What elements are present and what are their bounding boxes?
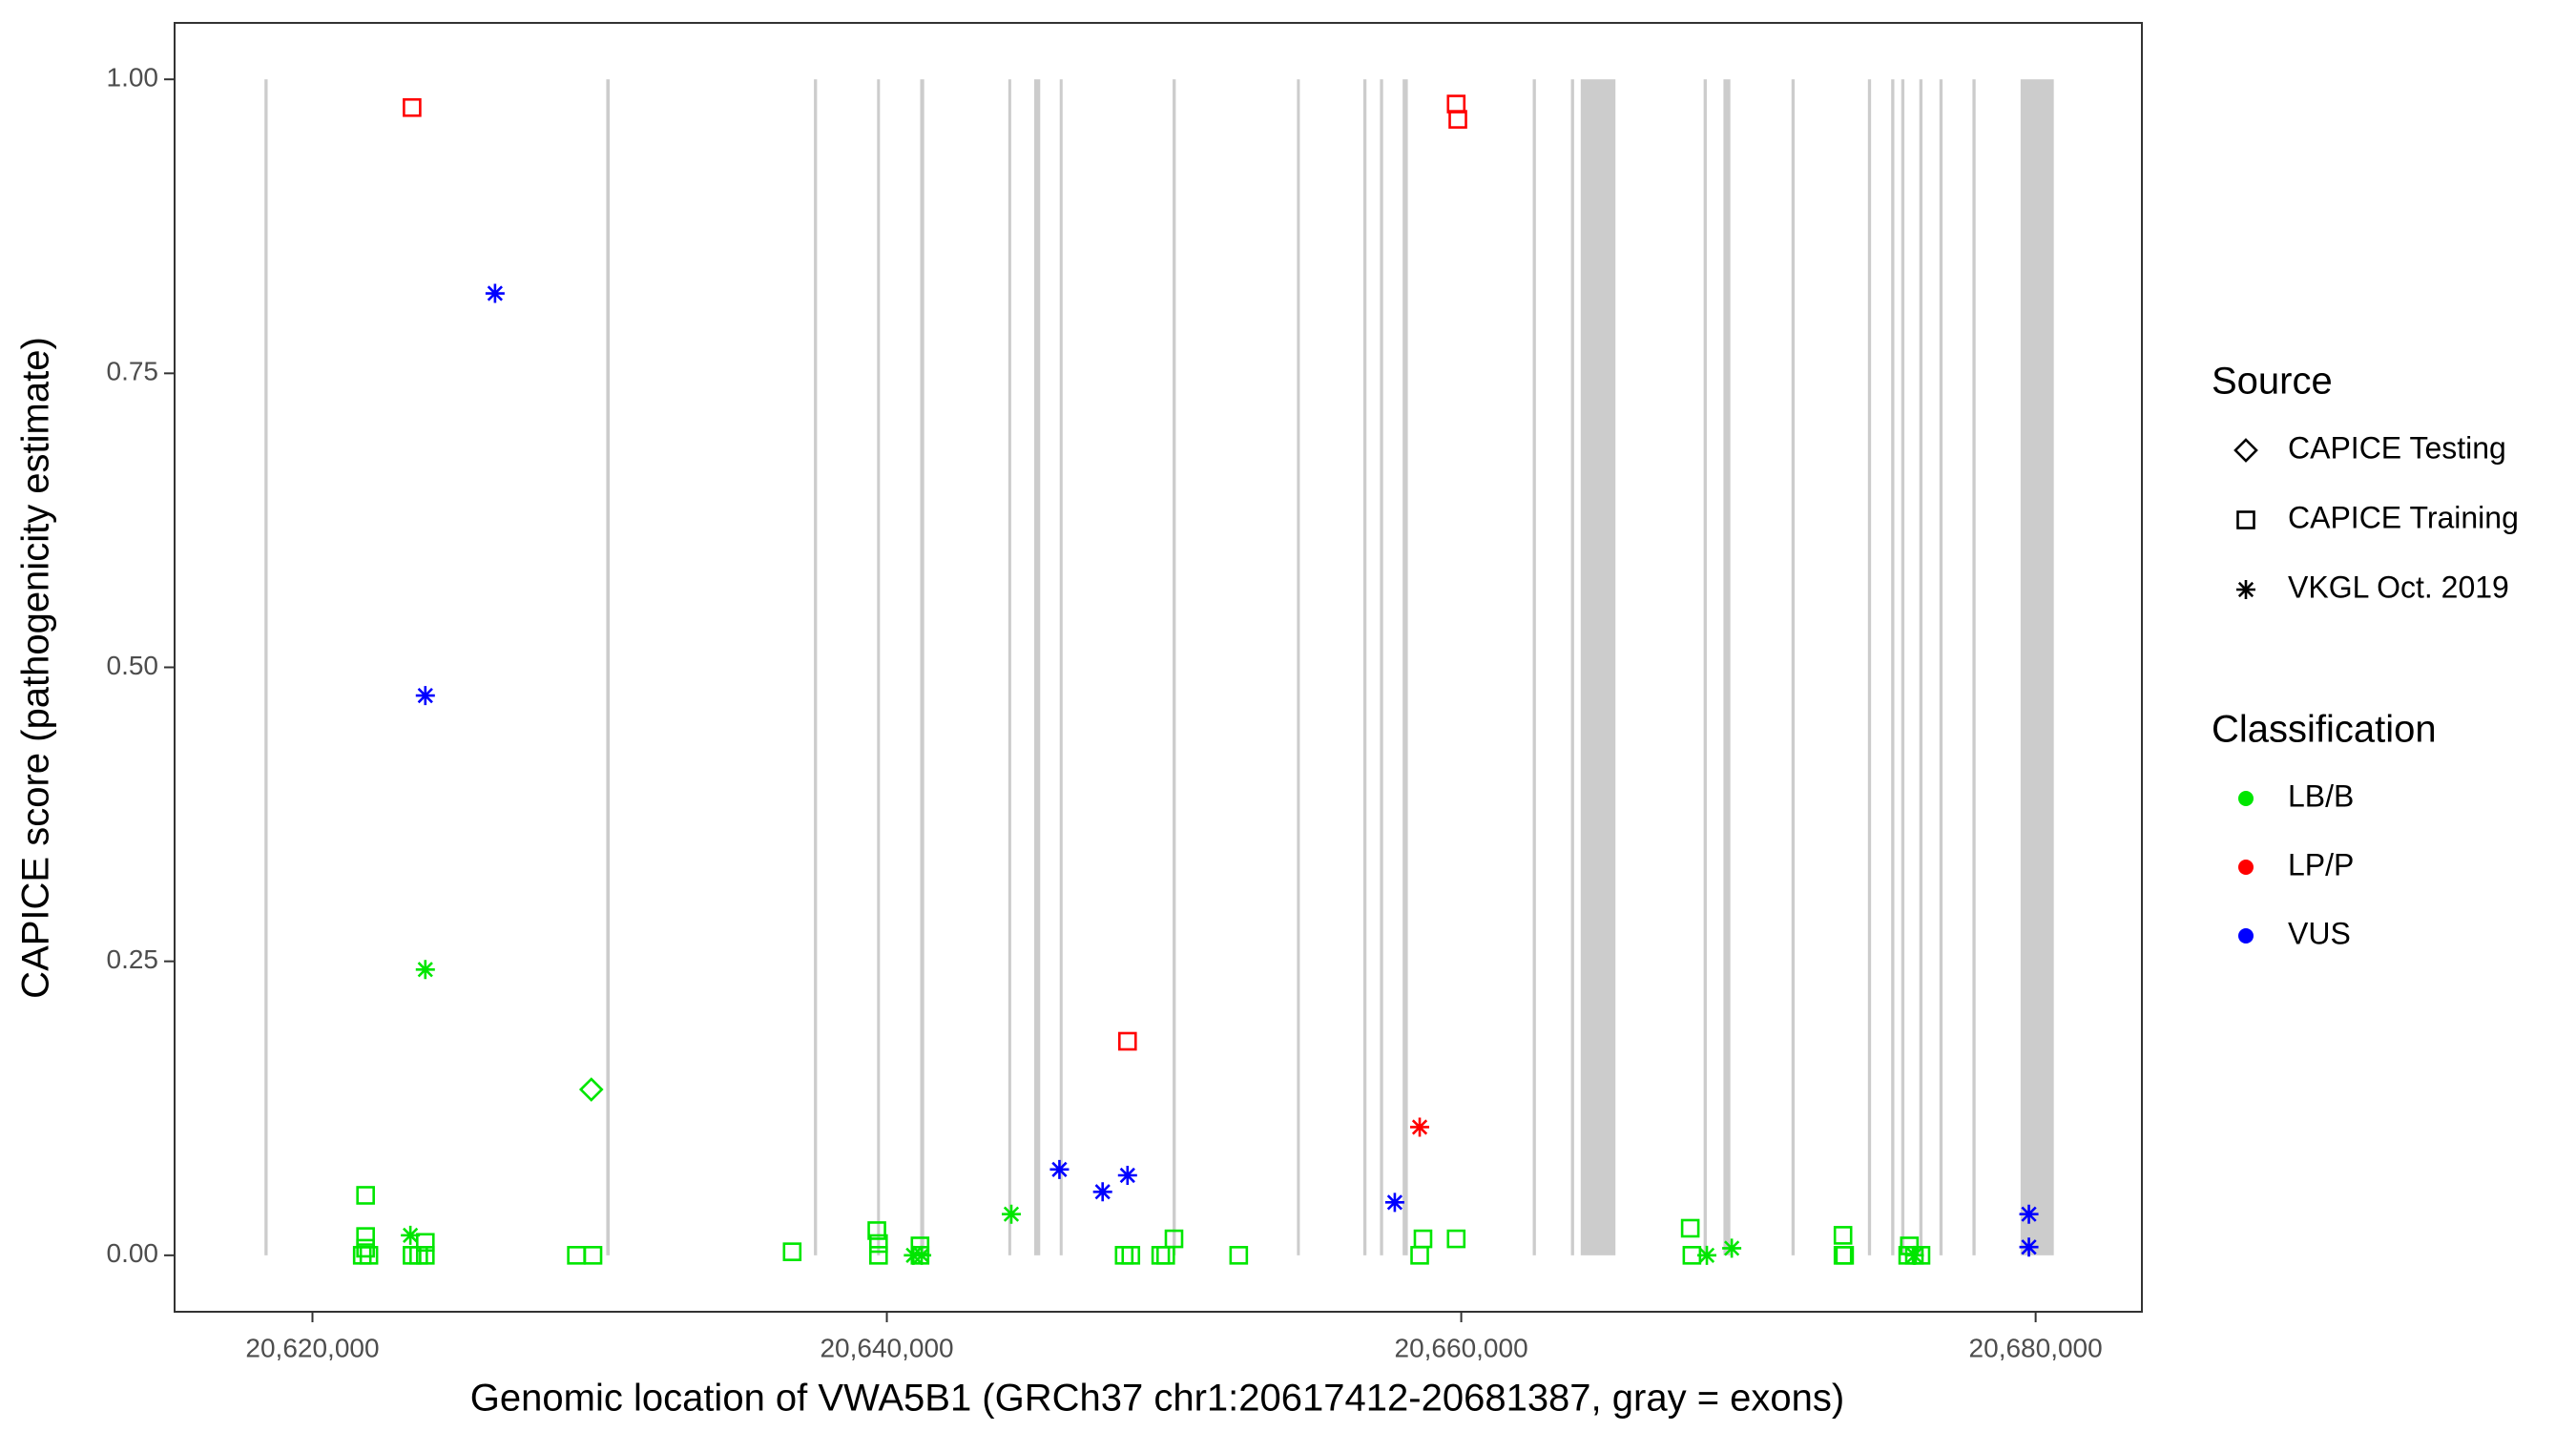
point: [2019, 1204, 2039, 1224]
point: [1410, 1117, 1430, 1137]
legend-symbol: [2236, 580, 2255, 599]
legend-symbol: [2236, 510, 2255, 529]
point: [1680, 1218, 1700, 1238]
y-tick-label: 0.50: [107, 651, 159, 680]
y-tick-label: 0.75: [107, 357, 159, 386]
exon: [1008, 79, 1011, 1255]
exon: [1972, 79, 1976, 1255]
point: [403, 97, 422, 117]
exon: [1919, 79, 1923, 1255]
legend-symbol: [2238, 928, 2254, 944]
point: [1121, 1246, 1141, 1265]
legend-title: Source: [2212, 361, 2333, 403]
point: [1117, 1031, 1137, 1051]
point: [578, 1077, 604, 1102]
exon: [264, 79, 268, 1255]
exon: [1033, 79, 1041, 1255]
exon: [606, 79, 611, 1255]
legend-label: CAPICE Testing: [2288, 430, 2506, 465]
legend-symbol: [2238, 791, 2254, 806]
point: [1002, 1204, 1021, 1224]
point: [910, 1246, 930, 1265]
exon: [1580, 79, 1616, 1255]
point: [869, 1234, 888, 1254]
point: [1413, 1229, 1433, 1249]
exon: [1867, 79, 1872, 1255]
point: [1049, 1159, 1070, 1179]
point: [485, 283, 505, 303]
point: [1697, 1245, 1717, 1265]
point: [401, 1225, 421, 1245]
y-tick-label: 0.25: [107, 944, 159, 974]
exon: [1532, 79, 1536, 1255]
point: [1229, 1246, 1249, 1265]
y-tick-label: 0.00: [107, 1238, 159, 1268]
point: [1117, 1166, 1137, 1186]
point: [583, 1246, 603, 1265]
x-tick-label: 20,660,000: [1395, 1333, 1528, 1362]
x-axis-title: Genomic location of VWA5B1 (GRCh37 chr1:…: [470, 1378, 1844, 1420]
point: [415, 960, 435, 980]
exon: [920, 79, 924, 1255]
exon: [1380, 79, 1383, 1255]
exon: [1703, 79, 1707, 1255]
point: [1911, 1246, 1931, 1265]
point: [1722, 1238, 1742, 1258]
point: [356, 1186, 375, 1205]
exon: [1402, 79, 1408, 1255]
exon: [1059, 79, 1063, 1255]
point: [1900, 1236, 1920, 1255]
point: [1835, 1246, 1855, 1265]
y-axis-title: CAPICE score (pathogenicity estimate): [15, 337, 57, 999]
legend-source: Source CAPICE Testing CAPICE Training VKGL …: [2212, 361, 2519, 605]
legend-label: CAPICE Training: [2288, 500, 2519, 534]
legend-symbol: [2233, 438, 2258, 463]
point: [867, 1221, 886, 1240]
point: [1682, 1246, 1702, 1265]
point: [1384, 1192, 1404, 1213]
x-tick-label: 20,640,000: [820, 1333, 953, 1362]
exon: [1901, 79, 1905, 1255]
exon: [1570, 79, 1574, 1255]
exon: [1891, 79, 1895, 1255]
legend-symbol: [2238, 860, 2254, 875]
point: [912, 1245, 932, 1265]
legend-label: VKGL Oct. 2019: [2288, 570, 2509, 604]
point: [869, 1246, 888, 1265]
point: [1446, 1229, 1466, 1249]
exon: [2020, 79, 2054, 1255]
exon: [1362, 79, 1367, 1255]
legend-label: LP/P: [2288, 847, 2354, 881]
exon: [1791, 79, 1796, 1255]
exon: [814, 79, 818, 1255]
exon: [1297, 79, 1300, 1255]
x-tick-label: 20,620,000: [245, 1333, 379, 1362]
point: [910, 1236, 930, 1255]
point: [415, 686, 435, 706]
x-tick-label: 20,680,000: [1969, 1333, 2103, 1362]
point: [359, 1246, 379, 1265]
exon: [1723, 79, 1731, 1255]
y-tick-label: 1.00: [107, 63, 159, 93]
point: [1904, 1245, 1924, 1265]
point: [1164, 1229, 1184, 1249]
exon: [1173, 79, 1176, 1255]
point: [1833, 1226, 1853, 1245]
point: [2019, 1237, 2039, 1257]
exon: [1939, 79, 1943, 1255]
legend-title: Classification: [2212, 709, 2437, 751]
point: [782, 1242, 802, 1261]
point: [415, 1246, 435, 1265]
legend-label: LB/B: [2288, 778, 2354, 813]
point: [415, 1233, 435, 1253]
point: [1448, 110, 1467, 129]
exon: [877, 79, 881, 1255]
point: [1092, 1182, 1112, 1202]
point: [356, 1227, 375, 1246]
legend-classification: Classification LB/B LP/P VUS: [2212, 709, 2437, 951]
legend-label: VUS: [2288, 916, 2351, 950]
